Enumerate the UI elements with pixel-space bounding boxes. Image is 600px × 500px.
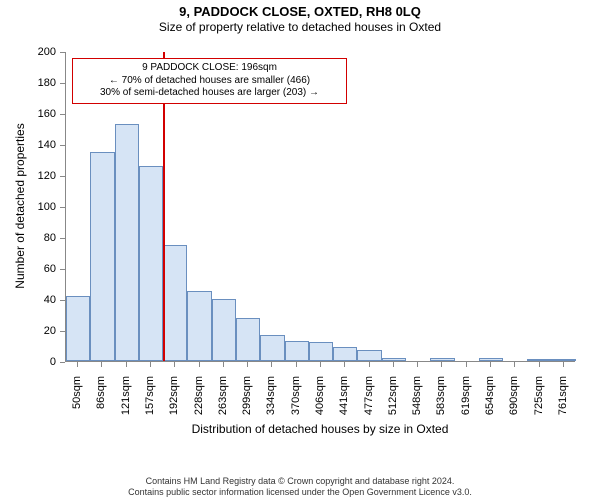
x-tick-label: 121sqm <box>120 376 132 426</box>
x-tick-label: 334sqm <box>265 376 277 426</box>
histogram-bar <box>552 359 576 361</box>
x-tick-mark <box>539 362 540 367</box>
x-tick-label: 619sqm <box>460 376 472 426</box>
x-tick-mark <box>126 362 127 367</box>
y-tick-label: 160 <box>0 108 56 120</box>
y-tick-mark <box>60 114 65 115</box>
x-tick-label: 548sqm <box>411 376 423 426</box>
chart-area: 9 PADDOCK CLOSE: 196sqm← 70% of detached… <box>0 4 600 500</box>
callout-box: 9 PADDOCK CLOSE: 196sqm← 70% of detached… <box>72 58 347 104</box>
y-tick-mark <box>60 145 65 146</box>
attribution-line: Contains public sector information licen… <box>0 487 600 498</box>
histogram-bar <box>382 358 406 361</box>
x-tick-mark <box>393 362 394 367</box>
y-tick-mark <box>60 300 65 301</box>
y-tick-label: 20 <box>0 325 56 337</box>
histogram-bar <box>236 318 260 361</box>
histogram-bar <box>212 299 236 361</box>
histogram-bar <box>357 350 381 361</box>
x-tick-label: 441sqm <box>338 376 350 426</box>
x-tick-mark <box>174 362 175 367</box>
histogram-bar <box>139 166 163 361</box>
y-tick-mark <box>60 176 65 177</box>
histogram-bar <box>115 124 139 361</box>
y-tick-mark <box>60 362 65 363</box>
y-tick-mark <box>60 52 65 53</box>
y-tick-label: 120 <box>0 170 56 182</box>
y-tick-mark <box>60 331 65 332</box>
histogram-bar <box>309 342 333 361</box>
histogram-bar <box>430 358 454 361</box>
histogram-bar <box>285 341 309 361</box>
x-tick-label: 228sqm <box>193 376 205 426</box>
x-tick-mark <box>514 362 515 367</box>
chart-container: 9, PADDOCK CLOSE, OXTED, RH8 0LQ Size of… <box>0 4 600 500</box>
x-tick-label: 690sqm <box>508 376 520 426</box>
x-tick-label: 370sqm <box>290 376 302 426</box>
histogram-bar <box>479 358 503 361</box>
y-axis-label: Number of detached properties <box>13 56 27 356</box>
histogram-bar <box>163 245 187 361</box>
x-tick-mark <box>296 362 297 367</box>
y-tick-label: 0 <box>0 356 56 368</box>
x-tick-label: 299sqm <box>241 376 253 426</box>
x-tick-label: 50sqm <box>71 376 83 426</box>
x-tick-label: 477sqm <box>363 376 375 426</box>
x-tick-mark <box>77 362 78 367</box>
x-tick-mark <box>490 362 491 367</box>
y-tick-label: 40 <box>0 294 56 306</box>
x-tick-label: 725sqm <box>533 376 545 426</box>
y-tick-label: 180 <box>0 77 56 89</box>
x-tick-label: 512sqm <box>387 376 399 426</box>
x-tick-label: 157sqm <box>144 376 156 426</box>
x-tick-mark <box>417 362 418 367</box>
x-tick-label: 761sqm <box>557 376 569 426</box>
x-tick-mark <box>563 362 564 367</box>
x-tick-mark <box>247 362 248 367</box>
x-tick-label: 583sqm <box>435 376 447 426</box>
histogram-bar <box>90 152 114 361</box>
x-tick-label: 406sqm <box>314 376 326 426</box>
x-tick-mark <box>441 362 442 367</box>
y-tick-label: 200 <box>0 46 56 58</box>
callout-line: 30% of semi-detached houses are larger (… <box>79 87 340 100</box>
histogram-bar <box>333 347 357 361</box>
attribution-line: Contains HM Land Registry data © Crown c… <box>0 476 600 487</box>
histogram-bar <box>66 296 90 361</box>
y-tick-label: 100 <box>0 201 56 213</box>
x-tick-mark <box>199 362 200 367</box>
x-tick-mark <box>369 362 370 367</box>
x-tick-label: 86sqm <box>95 376 107 426</box>
y-tick-mark <box>60 269 65 270</box>
y-tick-mark <box>60 238 65 239</box>
x-tick-mark <box>223 362 224 367</box>
x-tick-mark <box>466 362 467 367</box>
attribution-text: Contains HM Land Registry data © Crown c… <box>0 476 600 499</box>
y-tick-label: 60 <box>0 263 56 275</box>
callout-line: 9 PADDOCK CLOSE: 196sqm <box>79 62 340 75</box>
y-tick-label: 80 <box>0 232 56 244</box>
x-tick-label: 192sqm <box>168 376 180 426</box>
y-tick-mark <box>60 207 65 208</box>
plot-area: 9 PADDOCK CLOSE: 196sqm← 70% of detached… <box>65 52 575 362</box>
y-tick-label: 140 <box>0 139 56 151</box>
y-tick-mark <box>60 83 65 84</box>
x-tick-mark <box>150 362 151 367</box>
callout-line: ← 70% of detached houses are smaller (46… <box>79 75 340 88</box>
x-tick-label: 654sqm <box>484 376 496 426</box>
x-tick-mark <box>101 362 102 367</box>
x-tick-label: 263sqm <box>217 376 229 426</box>
x-axis-label: Distribution of detached houses by size … <box>65 422 575 436</box>
x-tick-mark <box>320 362 321 367</box>
histogram-bar <box>187 291 211 361</box>
histogram-bar <box>527 359 551 361</box>
histogram-bar <box>260 335 284 361</box>
x-tick-mark <box>344 362 345 367</box>
x-tick-mark <box>271 362 272 367</box>
